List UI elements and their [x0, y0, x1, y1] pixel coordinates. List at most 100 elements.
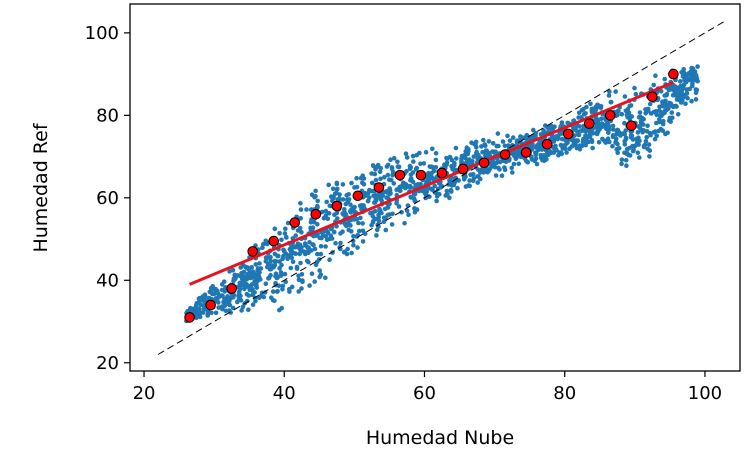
scatter-point	[194, 315, 199, 321]
scatter-point	[401, 180, 406, 185]
scatter-point	[287, 286, 292, 292]
scatter-point	[622, 138, 627, 144]
scatter-point	[346, 227, 352, 233]
x-tick-label: 40	[273, 383, 296, 404]
scatter-point	[257, 261, 262, 266]
scatter-point	[216, 305, 221, 310]
scatter-point	[624, 163, 629, 168]
scatter-point	[448, 187, 454, 193]
scatter-point	[447, 154, 453, 160]
scatter-point	[406, 212, 411, 218]
binned-mean-point	[436, 167, 448, 179]
scatter-point	[481, 170, 487, 175]
scatter-point	[285, 220, 291, 226]
binned-mean-point	[499, 149, 511, 160]
scatter-point	[389, 166, 395, 172]
scatter-point	[466, 149, 471, 154]
scatter-point	[220, 306, 225, 312]
binned-mean-point	[583, 118, 595, 129]
binned-mean-point	[184, 312, 195, 323]
scatter-point	[380, 193, 386, 198]
scatter-point	[404, 155, 410, 160]
scatter-point	[596, 140, 602, 145]
scatter-point	[640, 129, 645, 135]
scatter-point	[381, 219, 387, 224]
scatter-point	[337, 192, 342, 197]
scatter-point	[623, 158, 629, 163]
binned-mean-point	[352, 190, 364, 202]
scatter-point	[432, 183, 438, 189]
scatter-point	[198, 302, 204, 308]
scatter-point	[623, 135, 629, 140]
scatter-point	[360, 228, 366, 234]
scatter-point	[304, 258, 310, 264]
scatter-point	[564, 150, 569, 155]
scatter-point	[373, 177, 379, 183]
scatter-point	[455, 186, 460, 191]
scatter-point	[408, 172, 414, 178]
scatter-point	[463, 155, 468, 161]
scatter-point	[683, 79, 689, 85]
fit-line	[189, 80, 674, 286]
scatter-point	[635, 130, 641, 135]
scatter-point	[312, 279, 318, 284]
scatter-point	[288, 265, 294, 271]
scatter-point	[256, 268, 262, 273]
scatter-point	[223, 308, 229, 314]
scatter-point	[454, 156, 459, 161]
scatter-point	[391, 155, 397, 161]
x-axis-title: Humedad Nube	[366, 427, 514, 449]
scatter-point	[475, 180, 481, 185]
scatter-point	[406, 184, 411, 189]
scatter-point	[351, 234, 356, 239]
scatter-point	[235, 299, 240, 305]
scatter-point	[661, 118, 666, 124]
scatter-point	[250, 302, 256, 308]
scatter-point	[456, 178, 462, 183]
scatter-point	[283, 226, 288, 232]
scatter-point	[413, 167, 419, 172]
scatter-point	[381, 215, 387, 220]
scatter-point	[494, 143, 500, 149]
scatter-point	[365, 198, 371, 204]
scatter-point	[215, 291, 220, 296]
scatter-point	[625, 106, 631, 112]
binned-mean-point	[415, 169, 427, 181]
scatter-point	[423, 149, 429, 155]
scatter-point	[358, 215, 363, 221]
scatter-point	[377, 169, 383, 174]
y-tick-label: 80	[96, 105, 119, 126]
binned-mean-point	[520, 147, 532, 158]
scatter-point	[325, 216, 331, 222]
scatter-point	[309, 192, 315, 197]
scatter-point	[595, 120, 600, 126]
scatter-point	[403, 151, 409, 156]
scatter-point	[278, 270, 284, 275]
scatter-point	[396, 204, 402, 209]
scatter-point	[646, 108, 651, 114]
binned-mean-point	[331, 200, 343, 212]
scatter-point	[481, 137, 486, 143]
scatter-point	[467, 178, 472, 183]
scatter-point	[678, 83, 683, 89]
scatter-point	[254, 275, 260, 281]
scatter-point	[412, 191, 418, 197]
scatter-point	[317, 235, 322, 241]
scatter-point	[685, 95, 690, 101]
scatter-point	[616, 108, 621, 114]
scatter-point	[678, 79, 683, 84]
binned-mean-point	[394, 169, 406, 181]
scatter-point	[280, 283, 286, 289]
scatter-point	[307, 283, 312, 288]
scatter-point	[391, 181, 397, 186]
scatter-point	[495, 131, 501, 136]
scatter-point	[219, 287, 225, 293]
scatter-point	[340, 197, 346, 202]
scatter-point	[239, 308, 244, 313]
binned-mean-point	[562, 128, 574, 140]
scatter-point	[430, 187, 435, 193]
scatter-point	[534, 161, 540, 167]
scatter-point	[315, 203, 320, 209]
scatter-point	[536, 142, 541, 147]
scatter-point	[334, 181, 340, 187]
